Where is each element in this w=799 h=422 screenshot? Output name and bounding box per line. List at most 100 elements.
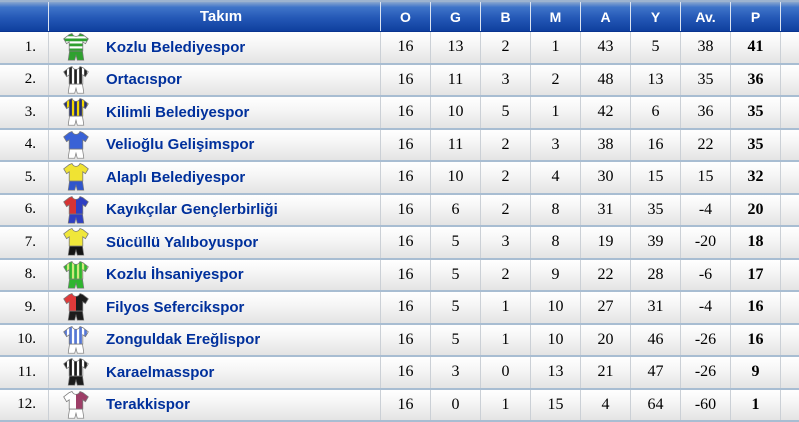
stat-b: 2: [480, 162, 530, 193]
stat-b: 1: [480, 324, 530, 355]
stat-g: 0: [430, 389, 480, 420]
stat-o: 16: [380, 97, 430, 128]
team-kit-icon: [62, 227, 90, 257]
column-header-p: P: [730, 2, 780, 31]
stat-b: 3: [480, 227, 530, 258]
stat-y: 35: [630, 194, 680, 225]
stat-o: 16: [380, 324, 430, 355]
stat-o: 16: [380, 64, 430, 95]
stat-g: 3: [430, 357, 480, 388]
stat-g: 13: [430, 32, 480, 63]
team-kit-icon: [62, 325, 90, 355]
stat-m: 4: [530, 162, 580, 193]
stat-o: 16: [380, 357, 430, 388]
stat-y: 6: [630, 97, 680, 128]
team-cell: Velioğlu Gelişimspor: [48, 129, 380, 160]
stat-y: 39: [630, 227, 680, 258]
team-kit-icon: [62, 162, 90, 192]
stat-y: 5: [630, 32, 680, 63]
stat-m: 1: [530, 97, 580, 128]
table-header: Takım O G B M A Y Av. P: [0, 2, 799, 32]
stat-b: 3: [480, 64, 530, 95]
stat-o: 16: [380, 259, 430, 290]
stat-a: 4: [580, 389, 630, 420]
stat-p: 9: [730, 357, 780, 388]
team-kit-icon: [62, 357, 90, 387]
stat-y: 47: [630, 357, 680, 388]
team-link[interactable]: Alaplı Belediyespor: [106, 168, 246, 186]
stat-m: 1: [530, 32, 580, 63]
team-link[interactable]: Zonguldak Ereğlispor: [106, 331, 261, 349]
stat-m: 9: [530, 259, 580, 290]
row-spacer: [780, 129, 799, 160]
stat-a: 38: [580, 129, 630, 160]
stat-av: -20: [680, 227, 730, 258]
team-link[interactable]: Filyos Sefercikspor: [106, 298, 245, 316]
stat-av: -4: [680, 194, 730, 225]
stat-a: 22: [580, 259, 630, 290]
table-row: 5. Alaplı Belediyespor 16 10 2 4 30 15 15 32: [0, 162, 799, 195]
stat-av: -6: [680, 259, 730, 290]
stat-p: 18: [730, 227, 780, 258]
rank-label: 5.: [24, 168, 36, 185]
rank-label: 7.: [24, 233, 36, 250]
row-spacer: [780, 97, 799, 128]
column-header-a: A: [580, 2, 630, 31]
team-cell: Kilimli Belediyespor: [48, 97, 380, 128]
rank-label: 1.: [24, 38, 36, 55]
team-kit-icon: [62, 32, 90, 62]
team-link[interactable]: Kozlu Belediyespor: [106, 38, 246, 56]
stat-g: 6: [430, 194, 480, 225]
stat-g: 10: [430, 97, 480, 128]
row-spacer: [780, 227, 799, 258]
stat-b: 2: [480, 32, 530, 63]
team-cell: Ortacıspor: [48, 64, 380, 95]
stat-m: 10: [530, 292, 580, 323]
team-link[interactable]: Terakkispor: [106, 396, 190, 414]
stat-p: 36: [730, 64, 780, 95]
team-kit-icon: [62, 390, 90, 420]
team-link[interactable]: Velioğlu Gelişimspor: [106, 136, 255, 154]
team-link[interactable]: Kayıkçılar Gençlerbirliği: [106, 201, 278, 219]
stat-y: 64: [630, 389, 680, 420]
stat-m: 15: [530, 389, 580, 420]
team-cell: Kayıkçılar Gençlerbirliği: [48, 194, 380, 225]
team-cell: Karaelmasspor: [48, 357, 380, 388]
stat-y: 15: [630, 162, 680, 193]
team-link[interactable]: Kilimli Belediyespor: [106, 103, 250, 121]
stat-y: 46: [630, 324, 680, 355]
table-row: 2. Ortacıspor 16 11 3 2 48 13 35 36: [0, 64, 799, 97]
stat-y: 13: [630, 64, 680, 95]
stat-a: 30: [580, 162, 630, 193]
team-link[interactable]: Kozlu İhsaniyespor: [106, 266, 244, 284]
stat-av: -26: [680, 357, 730, 388]
stat-o: 16: [380, 129, 430, 160]
stat-y: 28: [630, 259, 680, 290]
stat-o: 16: [380, 389, 430, 420]
team-link[interactable]: Ortacıspor: [106, 71, 182, 89]
stat-a: 48: [580, 64, 630, 95]
team-link[interactable]: Karaelmasspor: [106, 363, 215, 381]
stat-g: 5: [430, 292, 480, 323]
rank-label: 10.: [17, 331, 36, 348]
stat-o: 16: [380, 227, 430, 258]
row-spacer: [780, 259, 799, 290]
team-kit-icon: [62, 260, 90, 290]
stat-av: -4: [680, 292, 730, 323]
stat-g: 5: [430, 324, 480, 355]
column-header-rank: [0, 2, 48, 31]
stat-m: 2: [530, 64, 580, 95]
stat-g: 10: [430, 162, 480, 193]
table-row: 6. Kayıkçılar Gençlerbirliği 16 6 2 8 31 35 -4 20: [0, 194, 799, 227]
team-link[interactable]: Sücüllü Yalıboyuspor: [106, 233, 259, 251]
table-row: 9. Filyos Sefercikspor 16 5 1 10 27 31 -4 16: [0, 292, 799, 325]
rank-label: 3.: [24, 103, 36, 120]
stat-m: 8: [530, 194, 580, 225]
stat-a: 19: [580, 227, 630, 258]
stat-m: 8: [530, 227, 580, 258]
table-row: 7. Sücüllü Yalıboyuspor 16 5 3 8 19 39 -20 18: [0, 227, 799, 260]
rank-label: 12.: [17, 396, 36, 413]
stat-a: 31: [580, 194, 630, 225]
stat-av: -26: [680, 324, 730, 355]
